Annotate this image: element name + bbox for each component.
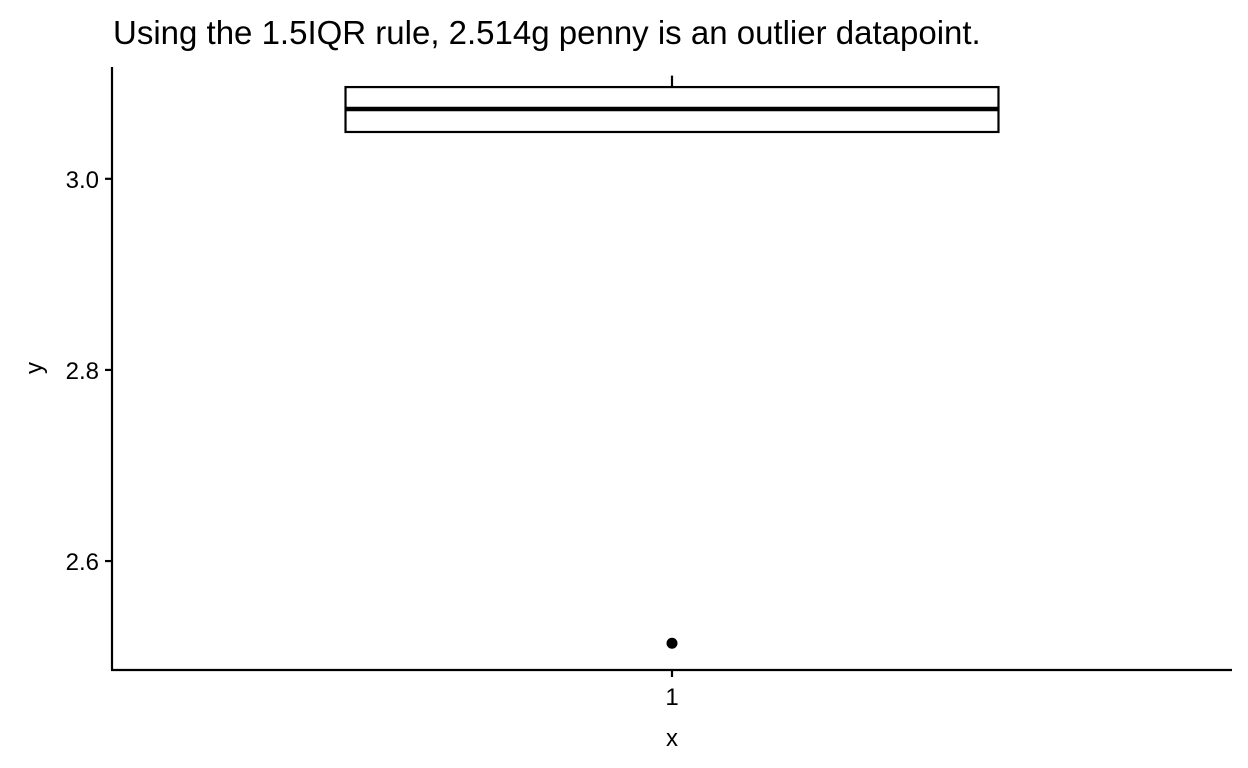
x-tick-label: 1 [665, 684, 678, 711]
y-axis-ticks: 2.6 2.8 3.0 [66, 167, 112, 576]
outlier-point [666, 637, 678, 649]
chart-title: Using the 1.5IQR rule, 2.514g penny is a… [113, 14, 981, 51]
y-tick-label: 2.6 [66, 549, 99, 576]
x-axis-title: x [666, 725, 678, 752]
x-axis-ticks: 1 [665, 670, 679, 711]
y-tick-label: 2.8 [66, 358, 99, 385]
box-series [344, 75, 1000, 649]
y-axis-title: y [21, 362, 48, 374]
y-tick-label: 3.0 [66, 167, 99, 194]
box-group [344, 75, 1000, 649]
plot-area: 2.6 2.8 3.0 1 [66, 67, 1232, 711]
